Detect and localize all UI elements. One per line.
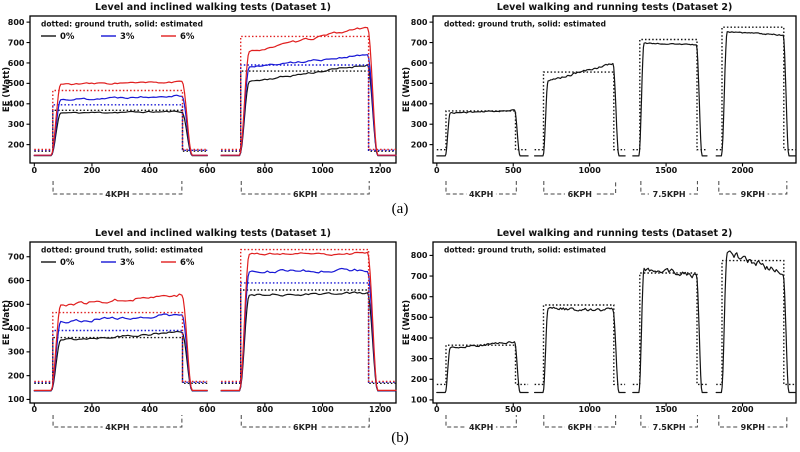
- svg-text:300: 300: [8, 120, 25, 129]
- svg-text:400: 400: [411, 100, 428, 109]
- svg-text:Level walking and running test: Level walking and running tests (Dataset…: [497, 2, 733, 13]
- svg-text:500: 500: [411, 79, 428, 88]
- svg-text:700: 700: [8, 38, 25, 47]
- svg-text:0: 0: [434, 166, 440, 175]
- svg-text:700: 700: [411, 272, 428, 281]
- svg-text:1000: 1000: [311, 166, 334, 175]
- svg-text:1000: 1000: [311, 405, 334, 414]
- svg-text:200: 200: [84, 166, 101, 175]
- subfigure-label-a: (a): [391, 201, 409, 217]
- subfigure-label-b: (b): [391, 430, 409, 446]
- svg-text:500: 500: [8, 300, 25, 309]
- svg-text:1000: 1000: [579, 405, 602, 414]
- svg-text:Level and inclined walking tes: Level and inclined walking tests (Datase…: [95, 2, 331, 13]
- svg-text:0%: 0%: [60, 258, 75, 268]
- svg-text:9KPH: 9KPH: [741, 190, 765, 199]
- chart-b-dataset2-walking-running: 100 200 300 400 500 600 700 800 0 500 1000 1500 2000…: [402, 228, 797, 433]
- svg-text:Level walking and running test: Level walking and running tests (Dataset…: [497, 228, 733, 239]
- svg-text:600: 600: [199, 405, 216, 414]
- svg-text:300: 300: [411, 120, 428, 129]
- svg-text:9KPH: 9KPH: [741, 423, 765, 432]
- svg-text:4KPH: 4KPH: [469, 190, 493, 199]
- svg-text:300: 300: [8, 348, 25, 357]
- svg-text:6KPH: 6KPH: [568, 423, 592, 432]
- svg-text:Level and inclined walking tes: Level and inclined walking tests (Datase…: [95, 228, 331, 239]
- svg-text:4KPH: 4KPH: [469, 423, 493, 432]
- svg-text:600: 600: [8, 276, 25, 285]
- svg-text:500: 500: [8, 79, 25, 88]
- svg-text:800: 800: [8, 18, 25, 27]
- svg-text:dotted: ground truth, solid: e: dotted: ground truth, solid: estimated: [444, 20, 606, 29]
- svg-text:400: 400: [141, 166, 158, 175]
- svg-text:200: 200: [8, 371, 25, 380]
- svg-text:3%: 3%: [120, 32, 135, 42]
- svg-text:6KPH: 6KPH: [293, 423, 317, 432]
- svg-text:700: 700: [8, 253, 25, 262]
- svg-text:400: 400: [141, 405, 158, 414]
- svg-text:400: 400: [411, 334, 428, 343]
- svg-text:4KPH: 4KPH: [105, 190, 129, 199]
- svg-text:1000: 1000: [579, 166, 602, 175]
- svg-text:400: 400: [8, 324, 25, 333]
- svg-text:1200: 1200: [369, 405, 392, 414]
- svg-text:100: 100: [411, 396, 428, 405]
- svg-text:2000: 2000: [731, 405, 754, 414]
- svg-text:7.5KPH: 7.5KPH: [653, 190, 686, 199]
- svg-text:dotted: ground truth, solid: e: dotted: ground truth, solid: estimated: [444, 246, 606, 255]
- svg-text:700: 700: [411, 38, 428, 47]
- svg-text:200: 200: [411, 140, 428, 149]
- svg-text:500: 500: [505, 166, 522, 175]
- svg-text:EE (Watt): EE (Watt): [402, 300, 412, 345]
- svg-text:300: 300: [411, 354, 428, 363]
- svg-text:500: 500: [505, 405, 522, 414]
- svg-text:100: 100: [8, 395, 25, 404]
- svg-text:dotted: ground truth, solid: e: dotted: ground truth, solid: estimated: [41, 20, 203, 29]
- svg-text:6KPH: 6KPH: [293, 190, 317, 199]
- svg-text:6KPH: 6KPH: [568, 190, 592, 199]
- svg-text:3%: 3%: [120, 258, 135, 268]
- chart-a-dataset1-inclined-walking: 200 300 400 500 600 700 800 0 200 400 600 800 1000 12…: [2, 2, 397, 200]
- svg-text:600: 600: [411, 292, 428, 301]
- svg-text:dotted: ground truth, solid: e: dotted: ground truth, solid: estimated: [41, 246, 203, 255]
- svg-text:200: 200: [8, 140, 25, 149]
- svg-text:4KPH: 4KPH: [105, 423, 129, 432]
- svg-text:0: 0: [32, 166, 38, 175]
- svg-text:600: 600: [8, 59, 25, 68]
- svg-text:800: 800: [257, 405, 274, 414]
- svg-text:600: 600: [411, 59, 428, 68]
- svg-text:2000: 2000: [731, 166, 754, 175]
- chart-a-dataset2-walking-running: 200 300 400 500 600 700 800 0 500 1000 1500 2000 Lev…: [402, 2, 797, 200]
- svg-text:0%: 0%: [60, 32, 75, 42]
- svg-text:500: 500: [411, 313, 428, 322]
- svg-text:600: 600: [199, 166, 216, 175]
- svg-text:800: 800: [257, 166, 274, 175]
- svg-text:EE (Watt): EE (Watt): [2, 300, 12, 345]
- svg-text:0: 0: [32, 405, 38, 414]
- svg-text:7.5KPH: 7.5KPH: [653, 423, 686, 432]
- svg-text:200: 200: [411, 375, 428, 384]
- svg-text:1500: 1500: [655, 405, 678, 414]
- svg-text:EE (Watt): EE (Watt): [2, 67, 12, 112]
- chart-b-dataset1-inclined-walking: 100 200 300 400 500 600 700 0 200 400 600 800 1000 12…: [2, 228, 397, 433]
- svg-text:EE (Watt): EE (Watt): [402, 67, 412, 112]
- svg-text:800: 800: [411, 251, 428, 260]
- svg-text:6%: 6%: [180, 32, 195, 42]
- svg-text:6%: 6%: [180, 258, 195, 268]
- svg-text:200: 200: [84, 405, 101, 414]
- svg-text:1200: 1200: [369, 166, 392, 175]
- svg-text:1500: 1500: [655, 166, 678, 175]
- svg-text:0: 0: [434, 405, 440, 414]
- svg-text:800: 800: [411, 18, 428, 27]
- svg-text:400: 400: [8, 100, 25, 109]
